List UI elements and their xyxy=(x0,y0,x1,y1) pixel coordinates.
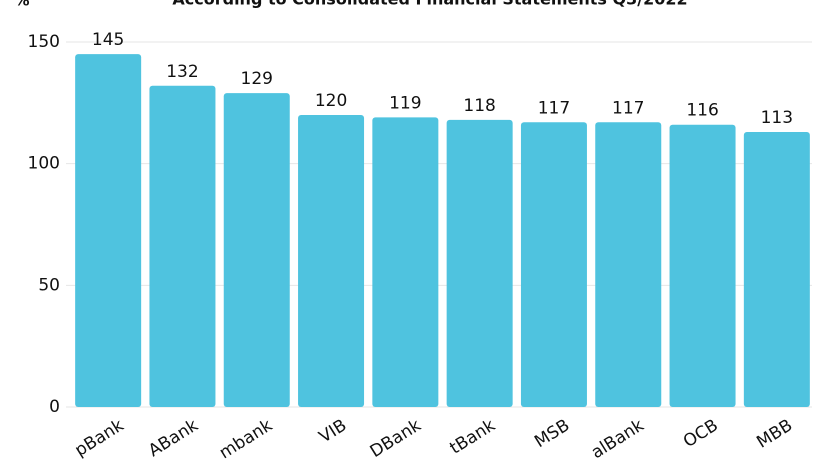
value-label: 116 xyxy=(686,101,718,121)
y-axis-label: % xyxy=(14,0,29,10)
bar xyxy=(75,54,142,408)
x-tick-label: VIB xyxy=(316,416,351,448)
value-label: 145 xyxy=(92,30,124,50)
x-tick-label: ABank xyxy=(145,415,202,461)
bar xyxy=(669,124,736,407)
bar xyxy=(446,119,513,407)
bar xyxy=(372,117,439,407)
y-tick-label: 100 xyxy=(28,154,60,174)
x-tick-label: pBank xyxy=(71,415,127,460)
y-tick-label: 0 xyxy=(49,397,60,417)
x-tick-label: tBank xyxy=(446,415,499,458)
x-tick-label: MSB xyxy=(531,416,573,453)
x-tick-label: DBank xyxy=(367,415,425,462)
chart-title: According to Consolidated Financial Stat… xyxy=(172,0,687,9)
bar xyxy=(520,122,587,408)
bar xyxy=(223,93,290,407)
value-label: 129 xyxy=(241,69,273,89)
value-label: 132 xyxy=(166,62,198,82)
bar xyxy=(149,85,216,408)
value-label: 113 xyxy=(761,108,793,128)
value-label: 120 xyxy=(315,91,347,111)
x-tick-label: OCB xyxy=(680,416,722,453)
value-label: 119 xyxy=(389,93,421,113)
bar xyxy=(743,132,810,408)
value-label: 118 xyxy=(463,96,495,116)
x-tick-label: alBank xyxy=(588,415,648,463)
value-label: 117 xyxy=(538,98,570,118)
x-tick-label: mbank xyxy=(216,415,276,463)
value-label: 117 xyxy=(612,98,644,118)
bar xyxy=(595,122,662,408)
bar xyxy=(298,115,365,407)
x-tick-label: MBB xyxy=(753,416,796,453)
y-tick-label: 150 xyxy=(28,32,60,52)
y-tick-label: 50 xyxy=(38,275,60,295)
